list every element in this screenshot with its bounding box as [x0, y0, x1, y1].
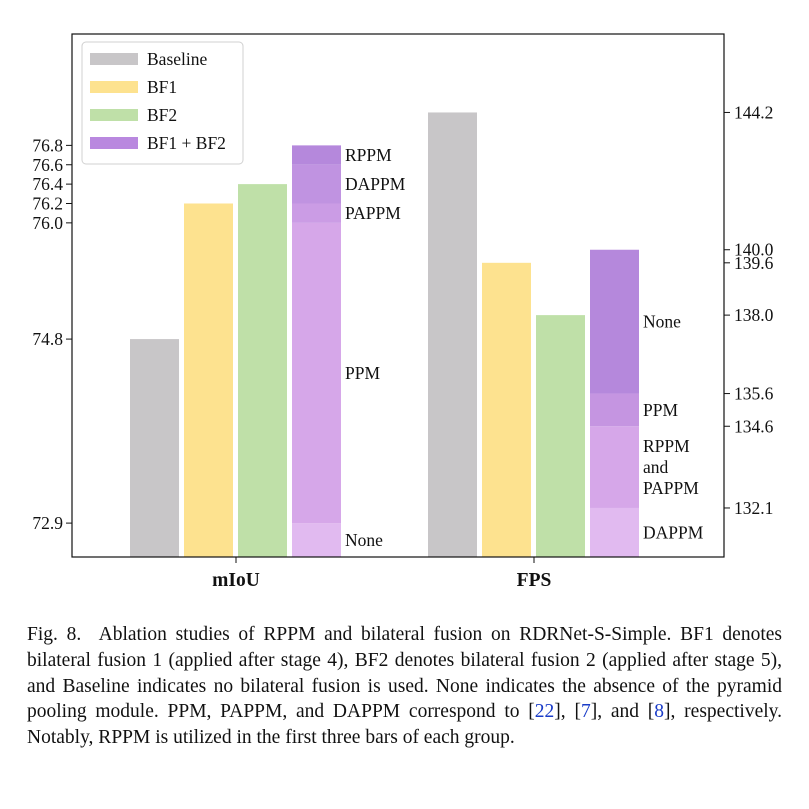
bars-layer: [130, 112, 639, 558]
segment-label-line: None: [345, 530, 383, 550]
legend-swatch-bf1-bf2: [90, 137, 138, 149]
left-axis-tick-label: 76.6: [32, 155, 63, 175]
legend-swatch-bf2: [90, 109, 138, 121]
segment-label-miou-ppm: PPM: [345, 363, 380, 383]
legend: Baseline BF1 BF2 BF1 + BF2: [81, 41, 244, 165]
legend-box: [81, 41, 244, 165]
left-axis-tick-label: 72.9: [32, 513, 63, 533]
right-axis-tick-label: 139.6: [734, 253, 774, 273]
left-axis-tick-label: 74.8: [32, 329, 63, 349]
bar-miou-bf2: [238, 184, 287, 558]
bar-fps-bf1: [482, 262, 531, 557]
caption-sep-2: , and: [597, 701, 648, 723]
caption-text-2: , respectively. Notably, RPPM is utilize…: [27, 701, 782, 749]
segment-label-line: DAPPM: [643, 522, 704, 542]
bar-fps-bf1-bf2-dappm: [590, 507, 639, 557]
segment-label-line: DAPPM: [345, 174, 406, 194]
segment-label-line: None: [643, 312, 681, 332]
bar-miou-bf1-bf2-ppm: [292, 222, 341, 524]
caption-text-1: Ablation studies of RPPM and bilateral f…: [27, 624, 782, 723]
bar-miou-bf1: [184, 203, 233, 558]
citation-link-8[interactable]: 8: [654, 701, 665, 723]
right-axis-tick-label: 134.6: [734, 416, 774, 436]
right-axis-tick-label: 135.6: [734, 384, 774, 404]
bar-miou-baseline: [130, 339, 179, 557]
bar-miou-bf1-bf2-pappm: [292, 203, 341, 223]
bar-fps-bf2: [536, 315, 585, 557]
legend-swatch-bf1: [90, 81, 138, 93]
segment-label-fps-dappm: DAPPM: [643, 522, 704, 542]
bar-miou-bf1-bf2-none: [292, 523, 341, 557]
segment-label-line: RPPM: [643, 436, 690, 456]
segment-label-line: PAPPM: [643, 478, 699, 498]
segment-label-line: RPPM: [345, 145, 392, 165]
segment-label-line: PPM: [345, 363, 380, 383]
segment-label-line: PAPPM: [345, 203, 401, 223]
bar-fps-bf1-bf2-none: [590, 249, 639, 394]
segment-label-miou-dappm: DAPPM: [345, 174, 406, 194]
legend-label-baseline: Baseline: [147, 49, 207, 69]
right-axis-tick-label: 138.0: [734, 305, 774, 325]
x-axis-label-miou: mIoU: [212, 570, 260, 591]
legend-label-bf1-bf2: BF1 + BF2: [147, 133, 226, 153]
figure-caption: Fig. 8. Ablation studies of RPPM and bil…: [27, 624, 782, 749]
segment-label-miou-none: None: [345, 530, 383, 550]
segment-label-line: and: [643, 457, 669, 477]
segment-label-miou-pappm: PAPPM: [345, 203, 401, 223]
citation-link-7[interactable]: 7: [580, 701, 591, 723]
bar-fps-bf1-bf2-rppm-and-pappm: [590, 426, 639, 508]
caption-label: Fig. 8.: [27, 624, 82, 645]
legend-swatch-baseline: [90, 53, 138, 65]
right-axis-tick-label: 140.0: [734, 240, 774, 260]
segment-label-line: PPM: [643, 400, 678, 420]
bar-fps-bf1-bf2-ppm: [590, 393, 639, 427]
bar-fps-baseline: [428, 112, 477, 557]
left-axis-tick-label: 76.4: [32, 174, 63, 194]
left-axis-tick-label: 76.0: [32, 213, 63, 233]
x-axis-label-fps: FPS: [517, 570, 552, 591]
legend-label-bf1: BF1: [147, 77, 177, 97]
legend-label-bf2: BF2: [147, 105, 177, 125]
bar-miou-bf1-bf2-rppm: [292, 145, 341, 165]
citation-link-22[interactable]: 22: [534, 701, 555, 723]
right-axis-tick-label: 132.1: [734, 498, 773, 518]
plot-frame: [71, 33, 725, 558]
bar-miou-bf1-bf2-dappm: [292, 164, 341, 204]
left-axis-tick-label: 76.2: [32, 193, 63, 213]
segment-label-miou-rppm: RPPM: [345, 145, 392, 165]
caption-sep-1: ,: [560, 701, 575, 723]
axes-layer: 72.9 74.8 76.076.276.476.676.8 mIoU 132.1 134…: [32, 33, 774, 591]
segment-label-fps-none: None: [643, 312, 681, 332]
segment-label-fps-ppm: PPM: [643, 400, 678, 420]
left-axis-tick-label: 76.8: [32, 135, 63, 155]
segment-label-fps-rppm-and-pappm: RPPM and PAPPM: [643, 436, 699, 498]
right-axis-tick-label: 144.2: [734, 102, 773, 122]
